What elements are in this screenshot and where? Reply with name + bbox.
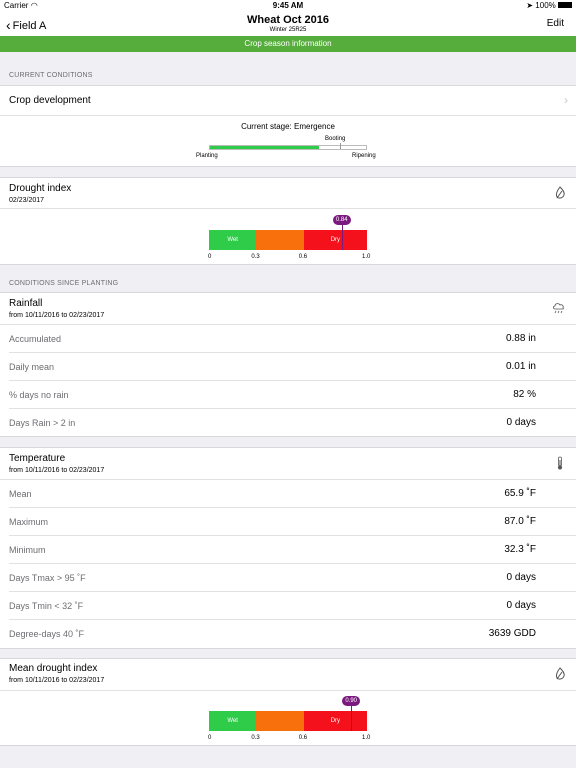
current-stage-text: Current stage: Emergence: [241, 122, 335, 131]
edit-button[interactable]: Edit: [546, 18, 564, 29]
rainfall-row-days-rain-gt-2: Days Rain > 2 in 0 days: [9, 417, 536, 428]
temperature-row-days-tmax: Days Tmax > 95 ˚F 0 days: [9, 564, 576, 592]
mean-drought-index-card: Mean drought index from 10/11/2016 to 02…: [0, 658, 576, 746]
mean-drought-range: from 10/11/2016 to 02/23/2017: [9, 677, 105, 684]
crop-development-row[interactable]: Crop development ›: [0, 86, 576, 116]
temperature-row-days-tmin: Days Tmin < 32 ˚F 0 days: [9, 592, 576, 620]
crop-development-card: Crop development › Current stage: Emerge…: [0, 85, 576, 167]
stage-label-planting: Planting: [196, 153, 218, 159]
crop-progress-fill: [210, 146, 320, 149]
section-header-current: CURRENT CONDITIONS: [9, 72, 93, 79]
mean-drought-marker-line: [351, 705, 353, 731]
crop-development-label: Crop development: [9, 95, 91, 106]
drought-index-date: 02/23/2017: [9, 197, 45, 204]
carrier-label: Carrier ◠: [4, 1, 38, 10]
wifi-icon: ◠: [30, 1, 38, 10]
drought-marker-line: [341, 224, 343, 250]
temperature-card: Temperature from 10/11/2016 to 02/23/201…: [0, 447, 576, 649]
temperature-rows: Mean 65.9 ˚F Maximum 87.0 ˚F Minimum 32.3 ˚…: [0, 480, 576, 648]
mean-drought-tick-label: 0: [208, 735, 212, 741]
drought-segment-2: Dry: [303, 230, 367, 250]
stage-label-ripening: Ripening: [352, 153, 376, 159]
location-icon: ➤: [526, 1, 534, 10]
page-title: Wheat Oct 2016: [247, 14, 329, 26]
drought-segment-0: Wet: [209, 230, 257, 250]
temperature-row-maximum: Maximum 87.0 ˚F: [9, 508, 576, 536]
drought-tick-label: 0.6: [298, 254, 308, 260]
status-bar: Carrier ◠ 9:45 AM ➤ 100%: [0, 0, 576, 12]
drought-tick-label: 0: [208, 254, 212, 260]
status-time: 9:45 AM: [272, 1, 304, 10]
drought-index-title: Drought index: [9, 183, 72, 194]
battery-indicator: ➤ 100%: [526, 1, 572, 10]
crop-progress-bar: [209, 143, 367, 150]
temperature-row-minimum: Minimum 32.3 ˚F: [9, 536, 576, 564]
rain-cloud-icon: [553, 303, 564, 314]
rainfall-range: from 10/11/2016 to 02/23/2017: [9, 312, 105, 319]
temperature-row-mean: Mean 65.9 ˚F: [9, 480, 576, 508]
booting-tick: [340, 143, 341, 149]
mean-drought-segment-0: Wet: [209, 711, 257, 731]
mean-drought-segment-2: Dry: [303, 711, 367, 731]
rainfall-title: Rainfall: [9, 298, 43, 309]
temperature-range: from 10/11/2016 to 02/23/2017: [9, 467, 105, 474]
drought-marker-value: 0.84: [332, 215, 351, 225]
mean-drought-scale: Wet Dry: [209, 711, 367, 731]
mean-drought-tick-label: 0.3: [251, 735, 260, 741]
drought-tick-label: 0.3: [251, 254, 260, 260]
mean-drought-marker-value: 0.90: [342, 696, 361, 706]
rainfall-row-days-no-rain: % days no rain 82 %: [9, 381, 576, 409]
mean-drought-segment-1: [256, 711, 304, 731]
rainfall-row-daily-mean: Daily mean 0.01 in: [9, 353, 576, 381]
navigation-bar: ‹ Field A Wheat Oct 2016 Winter 25R25 Edi…: [0, 12, 576, 36]
temperature-title: Temperature: [9, 453, 66, 464]
mean-drought-tick-label: 0.6: [298, 735, 308, 741]
drought-scale: Wet Dry: [209, 230, 367, 250]
chevron-left-icon: ‹: [6, 17, 11, 33]
drought-index-card: Drought index 02/23/2017 Wet Dry 0 0.3 0.6 1…: [0, 177, 576, 265]
mean-drought-tick-label: 1.0: [362, 735, 371, 741]
back-button[interactable]: ‹ Field A: [6, 17, 47, 33]
drought-leaf-icon: [555, 186, 565, 199]
battery-icon: [558, 2, 572, 8]
chevron-right-icon: ›: [564, 93, 568, 107]
section-header-since-planting: CONDITIONS SINCE PLANTING: [9, 280, 119, 287]
page-subtitle: Winter 25R25: [269, 27, 307, 33]
stage-label-booting: Booting: [325, 136, 346, 142]
rainfall-card: Rainfall from 10/11/2016 to 02/23/2017 A…: [0, 292, 576, 437]
drought-tick-label: 1.0: [362, 254, 371, 260]
rainfall-row-accumulated: Accumulated 0.88 in: [9, 325, 576, 353]
drought-segment-1: [256, 230, 304, 250]
season-banner: Crop season information: [0, 36, 576, 52]
temperature-row-degree-days: Degree-days 40 ˚F 3639 GDD: [9, 628, 536, 639]
rainfall-rows: Accumulated 0.88 in Daily mean 0.01 in % d…: [0, 325, 576, 437]
mean-drought-leaf-icon: [555, 667, 565, 680]
thermometer-icon: [558, 456, 562, 470]
mean-drought-title: Mean drought index: [9, 663, 98, 674]
